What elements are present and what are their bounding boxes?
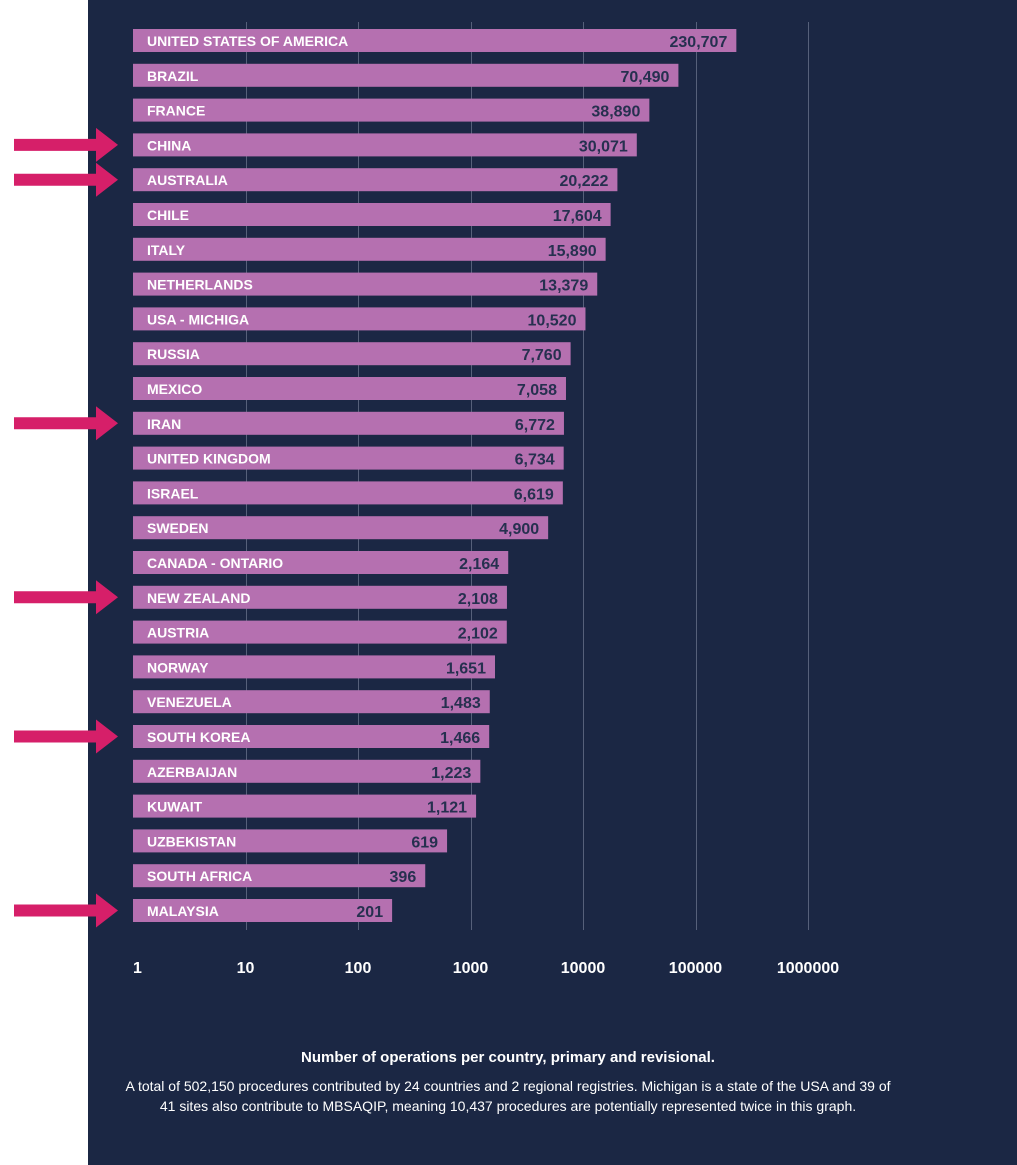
bar [133,377,566,400]
category-label: NEW ZEALAND [147,590,250,606]
bar [133,411,564,435]
value-label: 6,619 [514,486,554,503]
value-label: 38,890 [591,104,640,121]
highlight-arrow-icon [14,580,118,615]
category-label: VENEZUELA [147,694,232,710]
category-label: UZBEKISTAN [147,833,236,849]
bar [133,585,507,609]
chart-panel [88,0,1017,1165]
category-label: AUSTRIA [147,625,209,641]
value-label: 13,379 [539,278,588,295]
bar [133,203,611,226]
bar [133,168,618,192]
category-label: MEXICO [147,381,202,397]
highlight-arrow-icon [14,127,118,162]
bar [133,516,549,540]
bar [133,133,637,157]
category-label: ISRAEL [147,485,199,501]
bar [133,481,563,505]
x-tick-label: 100 [345,960,372,977]
highlight-arrow-icon [14,719,118,754]
value-label: 1,121 [427,800,467,817]
value-label: 396 [390,869,417,886]
value-label: 201 [356,904,383,921]
value-label: 10,520 [528,312,577,329]
value-label: 17,604 [553,208,602,225]
category-label: AZERBAIJAN [147,764,237,780]
category-label: BRAZIL [147,68,199,84]
highlight-arrow-icon [14,162,118,197]
category-label: NETHERLANDS [147,277,253,293]
value-label: 6,734 [515,452,555,469]
bar [133,307,586,331]
x-tick-label: 1000 [453,960,489,977]
bar [133,620,507,644]
bar [133,29,737,52]
value-label: 30,071 [579,138,628,155]
caption-note: A total of 502,150 procedures contribute… [125,1078,891,1114]
bar [133,794,477,818]
category-label: CHINA [147,137,191,153]
category-label: RUSSIA [147,346,200,362]
bar [133,98,650,122]
value-label: 1,466 [440,730,480,747]
category-label: USA - MICHIGA [147,311,249,327]
category-label: UNITED STATES OF AMERICA [147,33,348,49]
chart-caption: Number of operations per country, primar… [88,1049,928,1116]
value-label: 1,483 [441,695,481,712]
x-tick-label: 10000 [561,960,606,977]
value-label: 20,222 [559,173,608,190]
value-label: 7,058 [517,382,557,399]
bar [133,237,606,261]
value-label: 15,890 [548,243,597,260]
category-label: FRANCE [147,103,205,119]
highlight-arrow-icon [14,406,118,441]
value-label: 1,223 [431,765,471,782]
category-label: NORWAY [147,659,209,675]
category-label: CHILE [147,207,189,223]
x-tick-label: 100000 [669,960,722,977]
x-tick-label: 1000000 [777,960,839,977]
category-label: MALAYSIA [147,903,219,919]
category-label: CANADA - ONTARIO [147,555,283,571]
value-label: 4,900 [499,521,539,538]
value-label: 70,490 [620,69,669,86]
category-label: IRAN [147,416,181,432]
category-label: SWEDEN [147,520,208,536]
highlight-arrow-icon [14,893,118,928]
value-label: 2,164 [459,556,499,573]
value-label: 230,707 [670,34,728,51]
value-label: 619 [411,834,438,851]
category-label: UNITED KINGDOM [147,451,271,467]
bar [133,899,393,922]
category-label: SOUTH KOREA [147,729,250,745]
bar [133,759,481,783]
bar [133,829,448,853]
value-label: 1,651 [446,660,486,677]
bar [133,655,495,679]
bar [133,63,679,87]
value-label: 2,102 [458,626,498,643]
category-label: AUSTRALIA [147,172,228,188]
x-tick-label: 1 [133,960,142,977]
value-label: 6,772 [515,417,555,434]
bar [133,342,571,366]
value-label: 7,760 [522,347,562,364]
bar [133,725,490,748]
bar [133,864,426,888]
category-label: ITALY [147,242,186,258]
category-label: KUWAIT [147,799,203,815]
bar [133,690,490,714]
value-label: 2,108 [458,591,498,608]
caption-title: Number of operations per country, primar… [301,1049,715,1066]
bar [133,446,564,470]
bar [133,272,598,296]
bar [133,551,509,574]
category-label: SOUTH AFRICA [147,868,252,884]
x-tick-label: 10 [237,960,255,977]
